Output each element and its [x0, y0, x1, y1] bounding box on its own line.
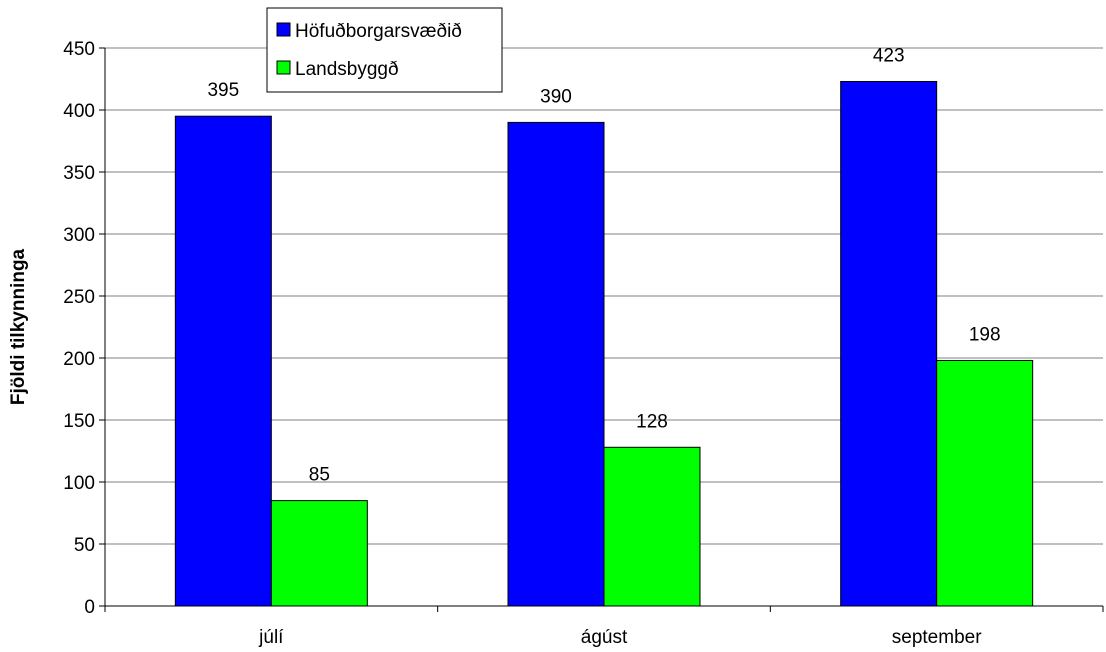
y-tick-label: 100 — [63, 473, 95, 494]
y-tick-label: 400 — [63, 101, 95, 122]
legend-box — [266, 7, 503, 93]
legend-swatch — [276, 60, 291, 75]
x-tick-label: júlí — [258, 627, 284, 648]
x-tick-label: september — [892, 627, 982, 648]
legend-swatch — [276, 22, 291, 37]
bar-landsbyggd — [936, 359, 1034, 607]
bar-hofudborgarsvaedid — [174, 115, 272, 607]
y-tick-label: 50 — [74, 535, 95, 556]
bar-hofudborgarsvaedid — [840, 80, 938, 607]
y-axis-title: Fjöldi tilkynninga — [8, 248, 29, 405]
bar-landsbyggd — [270, 500, 368, 607]
data-label: 395 — [207, 80, 239, 101]
data-label: 390 — [540, 86, 572, 107]
legend-label: Höfuðborgarsvæðið — [295, 21, 462, 42]
data-label: 128 — [636, 411, 668, 432]
y-tick-label: 350 — [63, 163, 95, 184]
y-tick-label: 150 — [63, 411, 95, 432]
y-tick-label: 450 — [63, 39, 95, 60]
data-label: 198 — [969, 324, 1001, 345]
y-tick-label: 200 — [63, 349, 95, 370]
axes — [99, 47, 1104, 612]
bar-landsbyggd — [603, 446, 701, 607]
y-tick-label: 250 — [63, 287, 95, 308]
legend-label: Landsbyggð — [295, 59, 399, 80]
data-label: 423 — [873, 45, 905, 66]
y-tick-label: 0 — [84, 597, 95, 618]
bar-hofudborgarsvaedid — [507, 121, 605, 607]
data-label: 85 — [309, 465, 330, 486]
legend: Höfuðborgarsvæðið Landsbyggð — [266, 7, 503, 93]
y-tick-label: 300 — [63, 225, 95, 246]
labels: 0 50 100 150 200 250 300 350 400 450 395 85 júlí 390 1… — [63, 39, 1000, 648]
bars — [174, 80, 1034, 607]
x-tick-label: ágúst — [581, 627, 628, 648]
